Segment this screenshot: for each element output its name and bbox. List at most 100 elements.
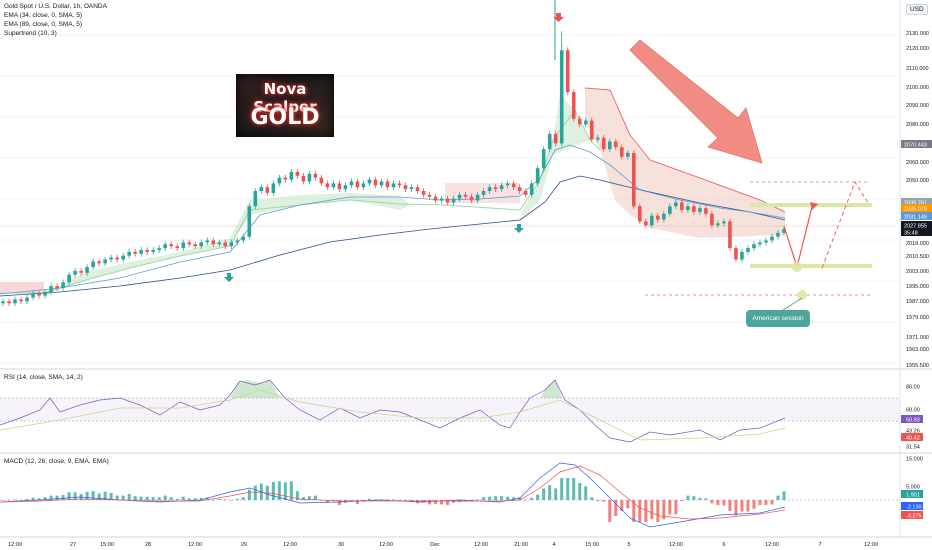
candle-body [427,194,432,197]
macd-bar [193,498,197,500]
macd-bar [440,500,444,505]
price-tick-label: 1955.500 [906,363,929,369]
macd-bar [355,500,359,504]
rsi-band [0,398,900,421]
price-tick-label: 2100.000 [906,85,929,91]
candle-body [25,297,29,302]
candle-body [169,244,174,247]
time-tick-label: 7 [818,542,821,548]
macd-bar [392,499,395,501]
projection-path [783,206,813,270]
macd-bar [337,500,341,505]
macd-bar [325,500,329,503]
candle-body [313,173,318,178]
macd-bar [7,500,11,501]
price-tick-label: 2120.000 [906,46,929,52]
candle-body [668,206,672,214]
time-tick-label: 30 [338,542,344,548]
macd-bar [247,489,251,500]
macd-tick-label: 15.000 [906,457,923,463]
macd-bar [584,486,588,500]
candle-body [211,240,216,245]
logo-line2: GOLD [250,105,320,130]
macd-bar [662,500,666,520]
macd-bar [524,500,528,501]
candle-body [217,242,222,245]
candle-body [505,183,510,186]
macd-bar [434,500,438,504]
support-zone-bar [750,264,872,268]
candle-body [421,191,426,195]
macd-bar [716,500,720,505]
macd-bar [506,496,510,500]
candle-body [271,183,276,193]
macd-bar [542,488,546,500]
macd-bar [494,496,498,500]
candle-body [529,183,534,195]
candle-body [289,171,294,180]
macd-bar [590,497,594,500]
macd-bar [91,491,95,500]
time-tick-label: 27 [70,542,76,548]
price-badge [901,228,932,236]
candle-body [734,248,738,260]
candle-body [109,257,113,260]
candle-body [319,177,324,184]
time-tick-label: 29 [241,542,247,548]
macd-bar [55,495,59,500]
macd-bar [626,500,630,509]
indicator-ema89-label: EMA (89, close, 0, SMA, 5) [4,21,83,28]
candle-body [7,301,11,304]
candle-body [19,299,23,302]
macd-bar [452,500,456,503]
macd-bar [235,498,239,500]
candle-body [698,208,702,212]
rsi-line [0,379,786,443]
rsi-label: RSI (14, close, SMA, 14, 2) [4,374,83,381]
price-tick-label: 2018.000 [906,241,929,247]
macd-bar [25,498,29,500]
candle-body [31,293,35,298]
currency-button[interactable]: USD [906,4,928,15]
candle-body [43,291,47,296]
rsi-tick-label: 60.00 [906,408,920,414]
candle-body [589,120,594,140]
candle-body [295,171,300,176]
candle-body [277,177,282,184]
macd-bar [476,499,480,501]
time-tick-label: 28 [145,542,151,548]
macd-signal-line [0,465,786,520]
macd-bar [127,493,131,500]
candle-body [692,206,696,212]
macd-bar [169,497,173,500]
big-down-arrow [629,39,763,164]
rsi-tick-label: 80.00 [906,385,920,391]
macd-bar [313,495,317,500]
macd-bar [97,493,101,500]
time-tick-label: 15:00 [100,542,114,548]
macd-bar [85,491,89,500]
candle-body [115,257,119,260]
candle-body [307,173,312,182]
candle-body [409,187,414,190]
macd-bar [680,500,684,502]
macd-bar [404,500,408,501]
session-circle [797,290,807,300]
candle-body [49,286,53,292]
macd-bar [181,496,185,500]
macd-bar [608,500,612,522]
macd-bar [482,497,486,500]
macd-bar [686,495,690,500]
price-tick-label: 1971.000 [906,335,929,341]
price-tick-label: 2010.500 [906,254,929,260]
macd-tick-label: -2.130 [906,505,922,511]
macd-badge [901,490,923,498]
macd-bar [37,498,41,500]
macd-badge [901,502,923,510]
candle-body [469,196,474,201]
price-badge [901,212,932,220]
candles [1,0,786,307]
candle-body [740,251,744,260]
